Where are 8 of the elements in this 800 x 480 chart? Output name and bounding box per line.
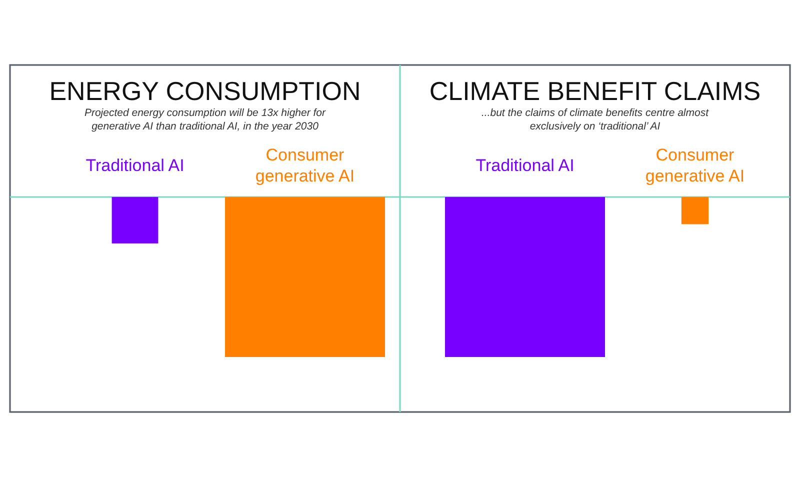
x-tick-label: Traditional AI: [476, 156, 574, 175]
chart-subtitle: Projected energy consumption will be 13x higher for generative AI than traditional AI, in the year 2030: [84, 107, 326, 132]
x-tick-label: Traditional AI: [86, 156, 184, 175]
x-tick-label: Consumer generative AI: [645, 146, 745, 186]
chart-subtitle: ...but the claims of climate benefits centre almost exclusively on ‘traditional’ AI: [481, 107, 710, 132]
chart-title: ENERGY CONSUMPTION: [49, 76, 361, 106]
x-tick-label: Consumer generative AI: [255, 146, 355, 186]
chart-title: CLIMATE BENEFIT CLAIMS: [429, 76, 761, 106]
